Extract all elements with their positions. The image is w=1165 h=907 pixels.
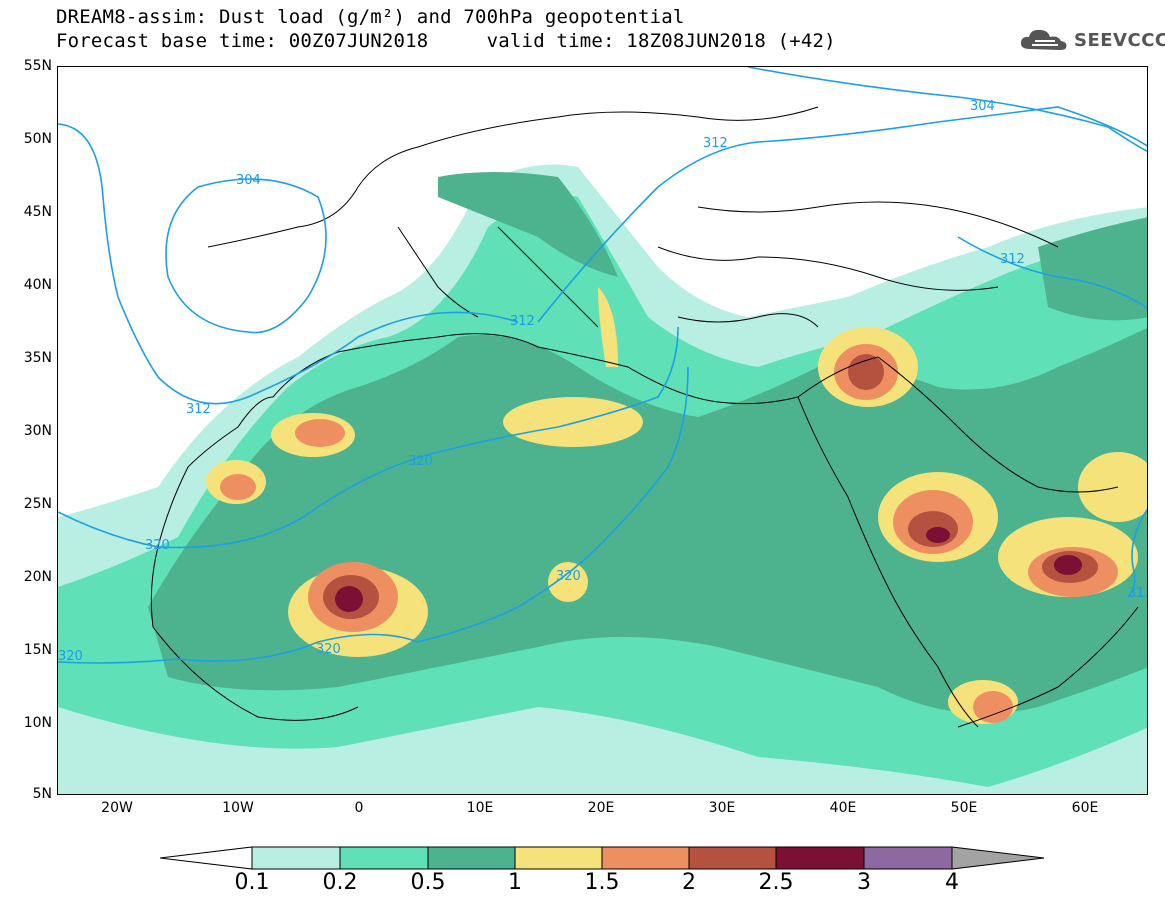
map-title: DREAM8-assim: Dust load (g/m²) and 700hP… [56,6,685,28]
contour-label-304-north: 304 [970,99,995,114]
lat-label-30n: 30N [23,423,52,439]
cloud-icon [1020,29,1067,50]
contour-label-312-west: 312 [186,402,211,417]
colorbar-label-1: 1 [508,870,522,895]
colorbar-seg-8 [863,846,953,870]
lon-label-30e: 30E [708,800,736,816]
lon-label-20w: 20W [101,800,133,816]
dust-map: 304 312 304 312 312 312 320 320 320 320 … [57,66,1148,795]
contour-label-312-east: 312 [1000,252,1025,267]
colorbar-over-arrow [951,846,1045,870]
coastlines [150,106,1139,728]
colorbar-seg-7 [775,846,865,870]
lat-label-20n: 20N [23,569,52,585]
logo-text: SEEVCCC [1074,29,1165,51]
colorbar-seg-5 [601,846,690,870]
lon-label-50e: 50E [950,800,978,816]
contour-label-320-c: 320 [556,569,581,584]
lat-label-35n: 35N [23,350,52,366]
lat-label-45n: 45N [23,204,52,220]
contour-labels: 304 312 304 312 312 312 320 320 320 320 … [58,99,1148,664]
lon-label-60e: 60E [1071,800,1099,816]
colorbar-label-4: 4 [945,870,959,895]
colorbar-label-0-1: 0.1 [234,870,270,895]
lon-label-20e: 20E [587,800,615,816]
contour-label-312-north: 312 [703,136,728,151]
lat-label-50n: 50N [23,131,52,147]
colorbar-label-0-5: 0.5 [410,870,446,895]
contour-label-320-b: 320 [145,538,170,553]
colorbar-seg-1 [251,846,341,870]
colorbar-seg-4 [514,846,603,870]
colorbar-label-2: 2 [682,870,696,895]
geopotential-contours [58,67,1147,664]
lat-label-15n: 15N [23,642,52,658]
dust-shading [58,164,1147,794]
lat-label-5n: 5N [32,786,52,802]
colorbar-seg-6 [688,846,777,870]
lon-label-0: 0 [354,800,364,816]
contour-label-312-central: 312 [510,314,535,329]
lon-label-40e: 40E [829,800,857,816]
colorbar-label-2-5: 2.5 [758,870,794,895]
lat-label-25n: 25N [23,496,52,512]
contour-label-320-d: 320 [316,642,341,657]
seevccc-logo: SEEVCCC [1018,27,1165,53]
forecast-times: Forecast base time: 00Z07JUN2018 valid t… [56,30,836,52]
lat-label-40n: 40N [23,277,52,293]
colorbar [160,846,1045,870]
contour-label-312-se: 312 [1128,586,1148,601]
colorbar-label-3: 3 [857,870,871,895]
contour-label-320-e: 320 [58,649,83,664]
colorbar-label-0-2: 0.2 [322,870,358,895]
lat-label-55n: 55N [23,58,52,74]
colorbar-under-arrow [160,846,253,870]
lon-label-10w: 10W [222,800,254,816]
colorbar-label-1-5: 1.5 [584,870,620,895]
colorbar-seg-3 [427,846,516,870]
contour-label-320-a: 320 [408,454,433,469]
lat-label-10n: 10N [23,715,52,731]
contour-label-304-west: 304 [236,173,261,188]
lon-label-10e: 10E [466,800,494,816]
colorbar-seg-2 [339,846,429,870]
